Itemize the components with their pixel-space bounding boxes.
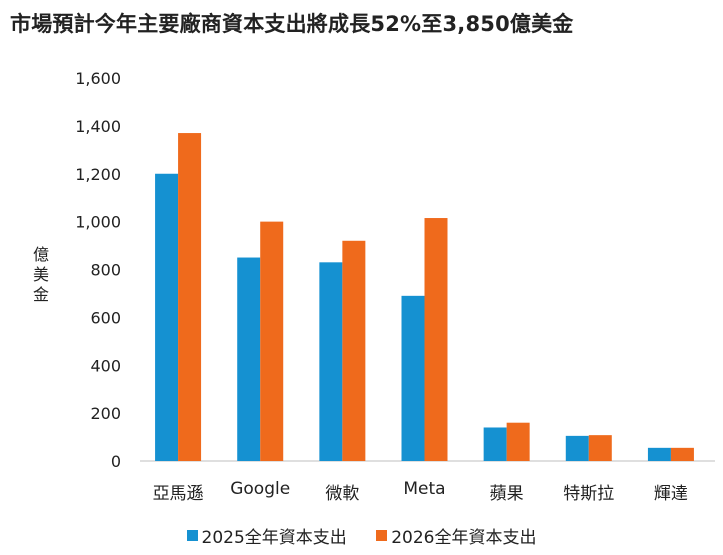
x-tick-label: 蘋果: [490, 484, 524, 504]
y-tick-label: 200: [90, 404, 121, 423]
x-tick-label: 輝達: [654, 484, 688, 504]
bar-2025: [155, 173, 179, 461]
legend-item-2026: 2026全年資本支出: [376, 523, 536, 548]
legend-label-2025: 2025全年資本支出: [201, 528, 347, 548]
x-tick-label: 特斯拉: [563, 484, 614, 504]
bar-2025: [237, 257, 261, 461]
legend-label-2026: 2026全年資本支出: [391, 528, 537, 548]
y-tick-label: 1,600: [75, 69, 121, 88]
y-tick-label: 800: [90, 261, 121, 280]
legend: 2025全年資本支出 2026全年資本支出: [0, 523, 723, 548]
bar-2025: [319, 262, 343, 461]
bar-2025: [565, 435, 589, 461]
bar-2026: [588, 435, 612, 461]
y-tick-label: 1,400: [75, 117, 121, 136]
x-tick-label: Google: [230, 479, 290, 499]
bar-2026: [342, 240, 366, 461]
bar-2026: [424, 218, 448, 461]
legend-swatch-2026: [376, 530, 388, 541]
y-tick-label: 1,200: [75, 165, 121, 184]
y-axis-label: 億美金: [32, 245, 49, 304]
y-tick-label: 0: [111, 452, 121, 471]
bar-2025: [401, 295, 425, 461]
bar-2026: [260, 221, 284, 461]
x-tick-label: 亞馬遜: [153, 484, 204, 504]
legend-item-2025: 2025全年資本支出: [186, 523, 347, 548]
bar-2025: [483, 427, 507, 461]
bar-2026: [178, 133, 202, 461]
x-tick-label: Meta: [403, 479, 445, 499]
y-tick-label: 1,000: [75, 213, 121, 232]
y-tick-label: 400: [90, 356, 121, 375]
bar-2026: [506, 422, 530, 461]
x-tick-label: 微軟: [325, 484, 359, 504]
y-tick-label: 600: [90, 308, 121, 327]
bar-2026: [670, 447, 694, 461]
legend-swatch-2025: [186, 530, 198, 541]
bar-2025: [647, 447, 671, 461]
chart-title: 市場預計今年主要廠商資本支出將成長52%至3,850億美金: [10, 12, 574, 36]
